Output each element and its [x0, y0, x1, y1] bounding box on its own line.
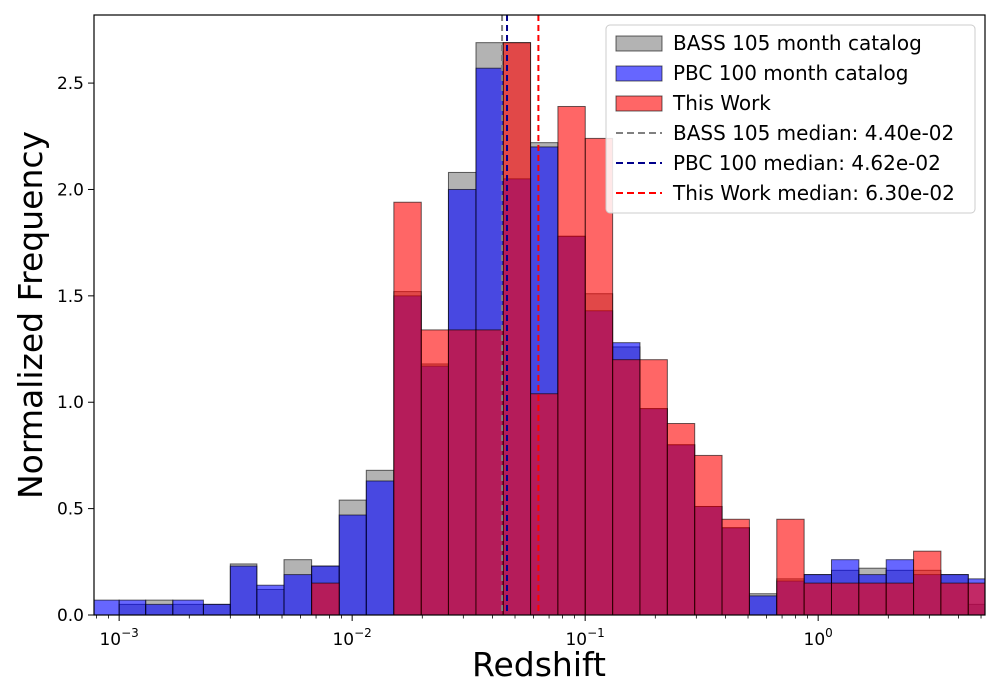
bar: [365, 480, 395, 616]
bar: [967, 582, 986, 616]
series-2: [311, 42, 986, 616]
x-tick-label: 10−1: [565, 626, 604, 650]
bar: [748, 595, 778, 616]
y-axis: 0.0 0.5 1.0 1.5 2.0 2.5: [57, 74, 94, 626]
legend-swatch: [615, 35, 663, 52]
y-tick-label: 0.5: [57, 500, 84, 520]
y-tick-label: 2.5: [57, 74, 84, 94]
bar: [311, 582, 340, 616]
bar: [118, 599, 147, 616]
legend-box: [605, 24, 976, 214]
bar: [420, 329, 449, 616]
bar: [393, 201, 422, 616]
bar: [639, 359, 668, 616]
y-tick-label: 1.0: [57, 393, 84, 413]
x-tick-label: 10−3: [99, 626, 138, 650]
bar: [557, 105, 586, 616]
x-tick-label: 10−2: [332, 626, 371, 650]
bar: [721, 518, 750, 616]
legend-label: BASS 105 median: 4.40e-02: [673, 121, 954, 145]
bar: [940, 582, 969, 616]
median-lines-layer: [501, 15, 540, 615]
bar: [283, 574, 313, 616]
legend: BASS 105 month catalog PBC 100 month cata…: [605, 24, 976, 214]
bar: [776, 518, 805, 616]
bar: [913, 550, 942, 616]
legend-label: This Work: [672, 91, 771, 115]
legend-label: PBC 100 median: 4.62e-02: [673, 151, 941, 175]
legend-swatch: [615, 65, 663, 82]
bar: [338, 514, 367, 616]
y-tick-label: 1.5: [57, 287, 84, 307]
legend-label: BASS 105 month catalog: [673, 31, 922, 55]
x-axis-title: Redshift: [472, 645, 606, 684]
bar: [229, 565, 258, 616]
legend-label: PBC 100 month catalog: [673, 61, 908, 85]
y-tick-label: 0.0: [57, 606, 84, 626]
bar: [145, 603, 174, 616]
bars-layer: [93, 42, 986, 616]
y-axis-title: Normalized Frequency: [11, 131, 50, 499]
bar: [530, 393, 559, 616]
bar: [202, 603, 231, 616]
bar: [93, 599, 120, 616]
bar: [830, 582, 860, 616]
legend-swatch: [615, 95, 663, 112]
bar: [447, 329, 477, 616]
bar: [256, 584, 285, 616]
x-tick-label: 100: [804, 626, 833, 650]
bar: [885, 582, 915, 616]
bar: [666, 423, 696, 616]
y-tick-label: 2.0: [57, 180, 84, 200]
x-axis: 10−3 10−2 10−1 100: [96, 615, 982, 650]
bar: [612, 359, 641, 616]
bar: [475, 329, 504, 616]
legend-label: This Work median: 6.30e-02: [672, 181, 955, 205]
bar: [694, 454, 723, 616]
bar: [172, 599, 204, 616]
bar: [858, 582, 887, 616]
bar: [803, 582, 832, 616]
plot-frame: [93, 14, 986, 616]
